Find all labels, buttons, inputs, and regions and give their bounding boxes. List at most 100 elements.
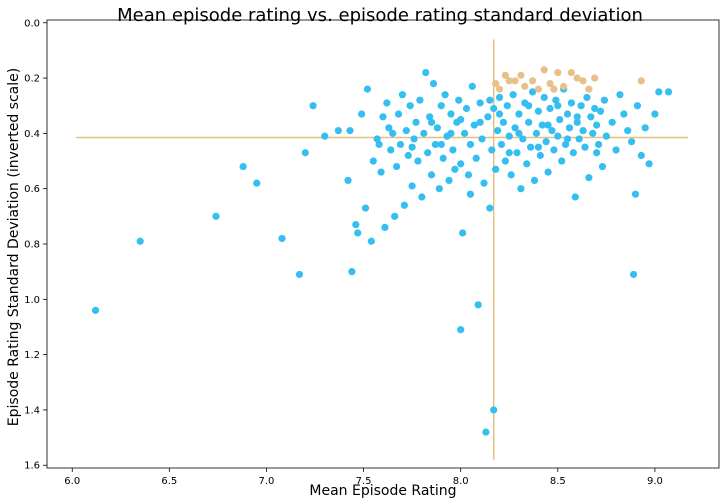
- y-tick-label: 0.2: [24, 74, 40, 85]
- data-point: [501, 157, 509, 165]
- data-point: [398, 91, 407, 99]
- data-point: [412, 118, 420, 126]
- data-point: [602, 132, 610, 140]
- data-point: [490, 104, 498, 113]
- data-point: [400, 201, 408, 209]
- data-point: [394, 110, 403, 118]
- data-point: [616, 91, 624, 99]
- data-point: [530, 176, 539, 184]
- data-point: [655, 88, 663, 96]
- highlighted-data-point: [534, 85, 542, 93]
- data-point: [468, 82, 476, 90]
- data-point: [478, 135, 486, 143]
- data-point: [517, 185, 525, 193]
- data-point: [391, 212, 399, 220]
- x-tick-label: 6.0: [64, 476, 80, 487]
- data-point: [414, 157, 422, 165]
- data-point: [484, 113, 492, 121]
- data-point: [253, 179, 261, 187]
- data-point: [600, 96, 609, 104]
- data-point: [457, 160, 465, 168]
- data-point: [567, 99, 575, 107]
- highlighted-data-point: [521, 82, 529, 90]
- highlighted-data-point: [501, 71, 509, 79]
- data-point: [596, 107, 605, 115]
- data-point: [631, 190, 640, 198]
- data-point: [433, 124, 441, 132]
- data-point: [445, 176, 453, 184]
- data-point: [573, 118, 581, 126]
- data-point: [466, 140, 474, 149]
- data-point: [629, 270, 638, 279]
- data-point: [499, 118, 508, 126]
- data-point: [295, 270, 304, 279]
- data-point: [455, 96, 463, 104]
- data-point: [593, 121, 601, 129]
- data-point: [447, 110, 455, 118]
- data-point: [589, 129, 597, 137]
- data-point: [620, 110, 628, 118]
- data-point: [389, 129, 397, 137]
- highlighted-data-point: [591, 74, 599, 82]
- data-point: [581, 143, 589, 151]
- data-point: [392, 162, 401, 171]
- data-point: [509, 91, 517, 99]
- highlighted-data-point: [495, 85, 504, 93]
- data-point: [385, 124, 393, 132]
- data-point: [476, 99, 484, 107]
- data-point: [429, 80, 438, 88]
- data-point: [435, 185, 443, 193]
- data-point: [546, 104, 554, 113]
- chart-title: Mean episode rating vs. episode rating s…: [117, 5, 643, 26]
- data-point: [474, 301, 482, 309]
- y-axis-label: Episode Rating Standard Deviation (inver…: [6, 68, 22, 426]
- y-tick-label: 1.0: [24, 295, 40, 306]
- data-point: [552, 96, 560, 104]
- data-point: [587, 113, 595, 121]
- data-point: [482, 428, 490, 436]
- data-point: [437, 140, 445, 149]
- data-point: [495, 93, 504, 102]
- data-point: [354, 229, 362, 237]
- data-point: [466, 190, 474, 198]
- data-point: [651, 110, 659, 118]
- highlighted-data-point: [573, 74, 581, 82]
- data-point: [375, 140, 383, 149]
- data-point: [507, 171, 515, 179]
- data-point: [583, 93, 591, 102]
- data-point: [628, 138, 636, 146]
- data-point: [515, 110, 523, 118]
- highlighted-data-point: [550, 85, 558, 93]
- data-point: [637, 151, 645, 160]
- highlighted-data-point: [560, 82, 568, 90]
- data-point: [476, 118, 484, 126]
- data-point: [540, 93, 548, 102]
- highlighted-data-point: [554, 68, 562, 77]
- data-point: [645, 160, 653, 168]
- data-point: [544, 168, 552, 176]
- data-point: [422, 68, 430, 77]
- data-point: [439, 154, 447, 162]
- data-point: [361, 204, 370, 212]
- data-point: [424, 149, 432, 157]
- data-point: [321, 132, 329, 140]
- y-tick-label: 1.6: [24, 461, 40, 472]
- data-point: [437, 102, 445, 110]
- data-point: [379, 113, 387, 121]
- x-tick-label: 6.5: [161, 476, 177, 487]
- plot-frame: [46, 19, 720, 469]
- data-point: [486, 96, 494, 104]
- data-point: [554, 132, 562, 140]
- data-point: [457, 326, 465, 334]
- x-tick-label: 8.0: [453, 476, 469, 487]
- data-point: [420, 129, 428, 137]
- data-point: [212, 212, 220, 220]
- data-points: [91, 66, 673, 436]
- highlighted-data-point: [567, 68, 575, 77]
- highlighted-data-point: [528, 77, 537, 85]
- data-point: [534, 107, 542, 115]
- data-point: [367, 237, 375, 245]
- x-tick-label: 8.5: [550, 476, 566, 487]
- data-point: [664, 88, 673, 96]
